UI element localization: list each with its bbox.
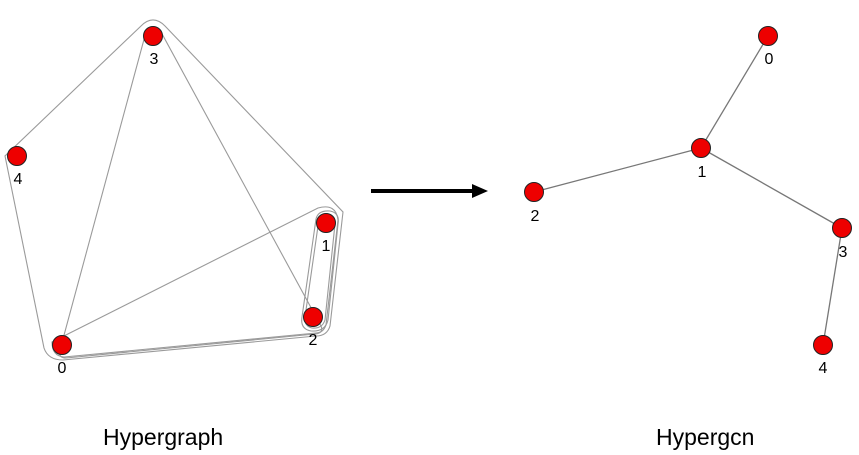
edge-0-1	[700, 35, 769, 149]
hypergcn-node-2: 2	[524, 182, 544, 225]
hypergraph-node-1: 1	[316, 213, 336, 255]
hypergcn-caption: Hypergcn	[656, 424, 755, 450]
node-label: 1	[698, 164, 707, 181]
hypergraph-node-0: 0	[52, 335, 72, 377]
edge-1-2	[533, 147, 702, 193]
node-label: 2	[531, 208, 540, 225]
hyperedge-0-3-2	[59, 27, 323, 359]
hypergcn-node-4: 4	[813, 335, 833, 377]
edge-3-4	[822, 227, 843, 346]
hypergcn-nodes: 0 1 2 3 4	[524, 26, 852, 377]
hypergcn-edges	[533, 35, 843, 346]
node-label: 2	[309, 332, 318, 349]
edge-1-3	[700, 147, 843, 229]
transform-arrow	[371, 184, 488, 198]
hyperedge-0-1-2	[51, 206, 339, 358]
hypergcn-node-0: 0	[758, 26, 778, 68]
node-label: 4	[14, 171, 23, 188]
hypergcn-node-3: 3	[832, 218, 852, 261]
hypergraph-node-3: 3	[143, 26, 163, 68]
node-label: 3	[839, 244, 848, 261]
node-label: 3	[150, 51, 159, 68]
hypergraph-node-2: 2	[303, 307, 323, 349]
hypergraph-nodes: 3 4 1 2 0	[7, 26, 336, 377]
node-label: 4	[819, 360, 828, 377]
hyperedge-4-3-2-1-0	[4, 19, 344, 361]
hyperedges	[4, 19, 344, 361]
hyperedge-1-2	[301, 210, 339, 332]
hypergraph-node-4: 4	[7, 146, 27, 188]
hypergraph-caption: Hypergraph	[103, 424, 224, 450]
hypergcn-node-1: 1	[691, 138, 711, 181]
node-label: 1	[322, 238, 331, 255]
node-label: 0	[765, 51, 774, 68]
node-label: 0	[58, 360, 67, 377]
